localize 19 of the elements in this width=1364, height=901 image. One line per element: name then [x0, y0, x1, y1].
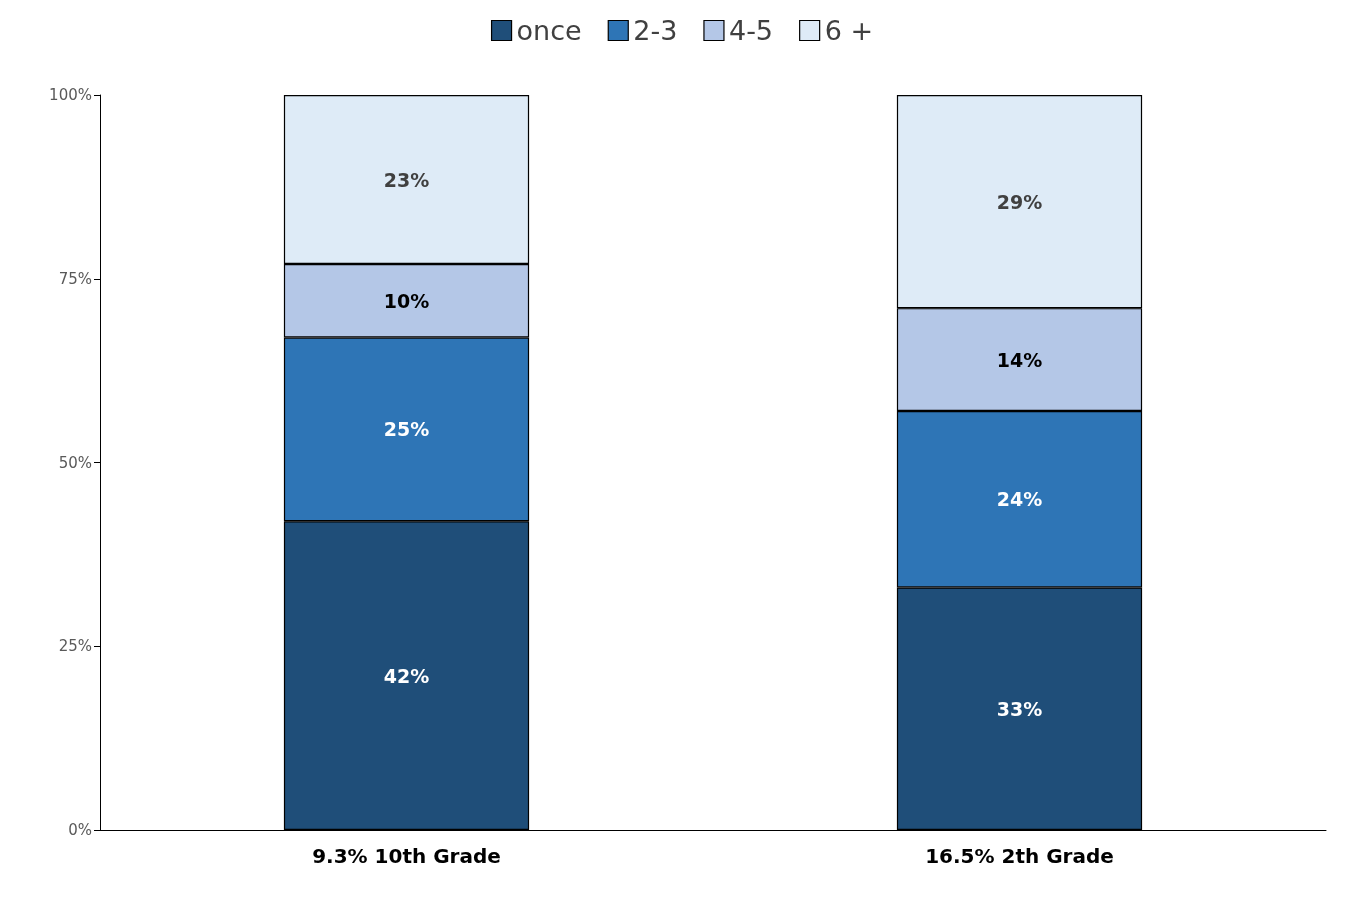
- legend-label: 6 +: [824, 15, 874, 46]
- legend-label: 2-3: [633, 15, 678, 46]
- legend-label: 4-5: [728, 15, 774, 46]
- data-label: 23%: [383, 168, 430, 191]
- x-tick-label: 16.5% 2th Grade: [925, 844, 1114, 868]
- data-label: 25%: [383, 418, 430, 441]
- y-tick-label: 50%: [58, 453, 92, 472]
- y-tick-label: 100%: [49, 86, 92, 104]
- y-tick-label: 75%: [58, 269, 92, 288]
- legend-label: once: [516, 15, 582, 46]
- data-label: 42%: [383, 664, 430, 687]
- y-tick-label: 25%: [58, 637, 92, 656]
- data-label: 29%: [996, 190, 1043, 213]
- y-tick-label: 0%: [68, 821, 92, 839]
- data-label: 14%: [996, 348, 1043, 371]
- data-label: 24%: [996, 488, 1043, 511]
- data-label: 33%: [996, 697, 1043, 720]
- data-label: 10%: [383, 289, 430, 312]
- x-tick-label: 9.3% 10th Grade: [312, 844, 501, 868]
